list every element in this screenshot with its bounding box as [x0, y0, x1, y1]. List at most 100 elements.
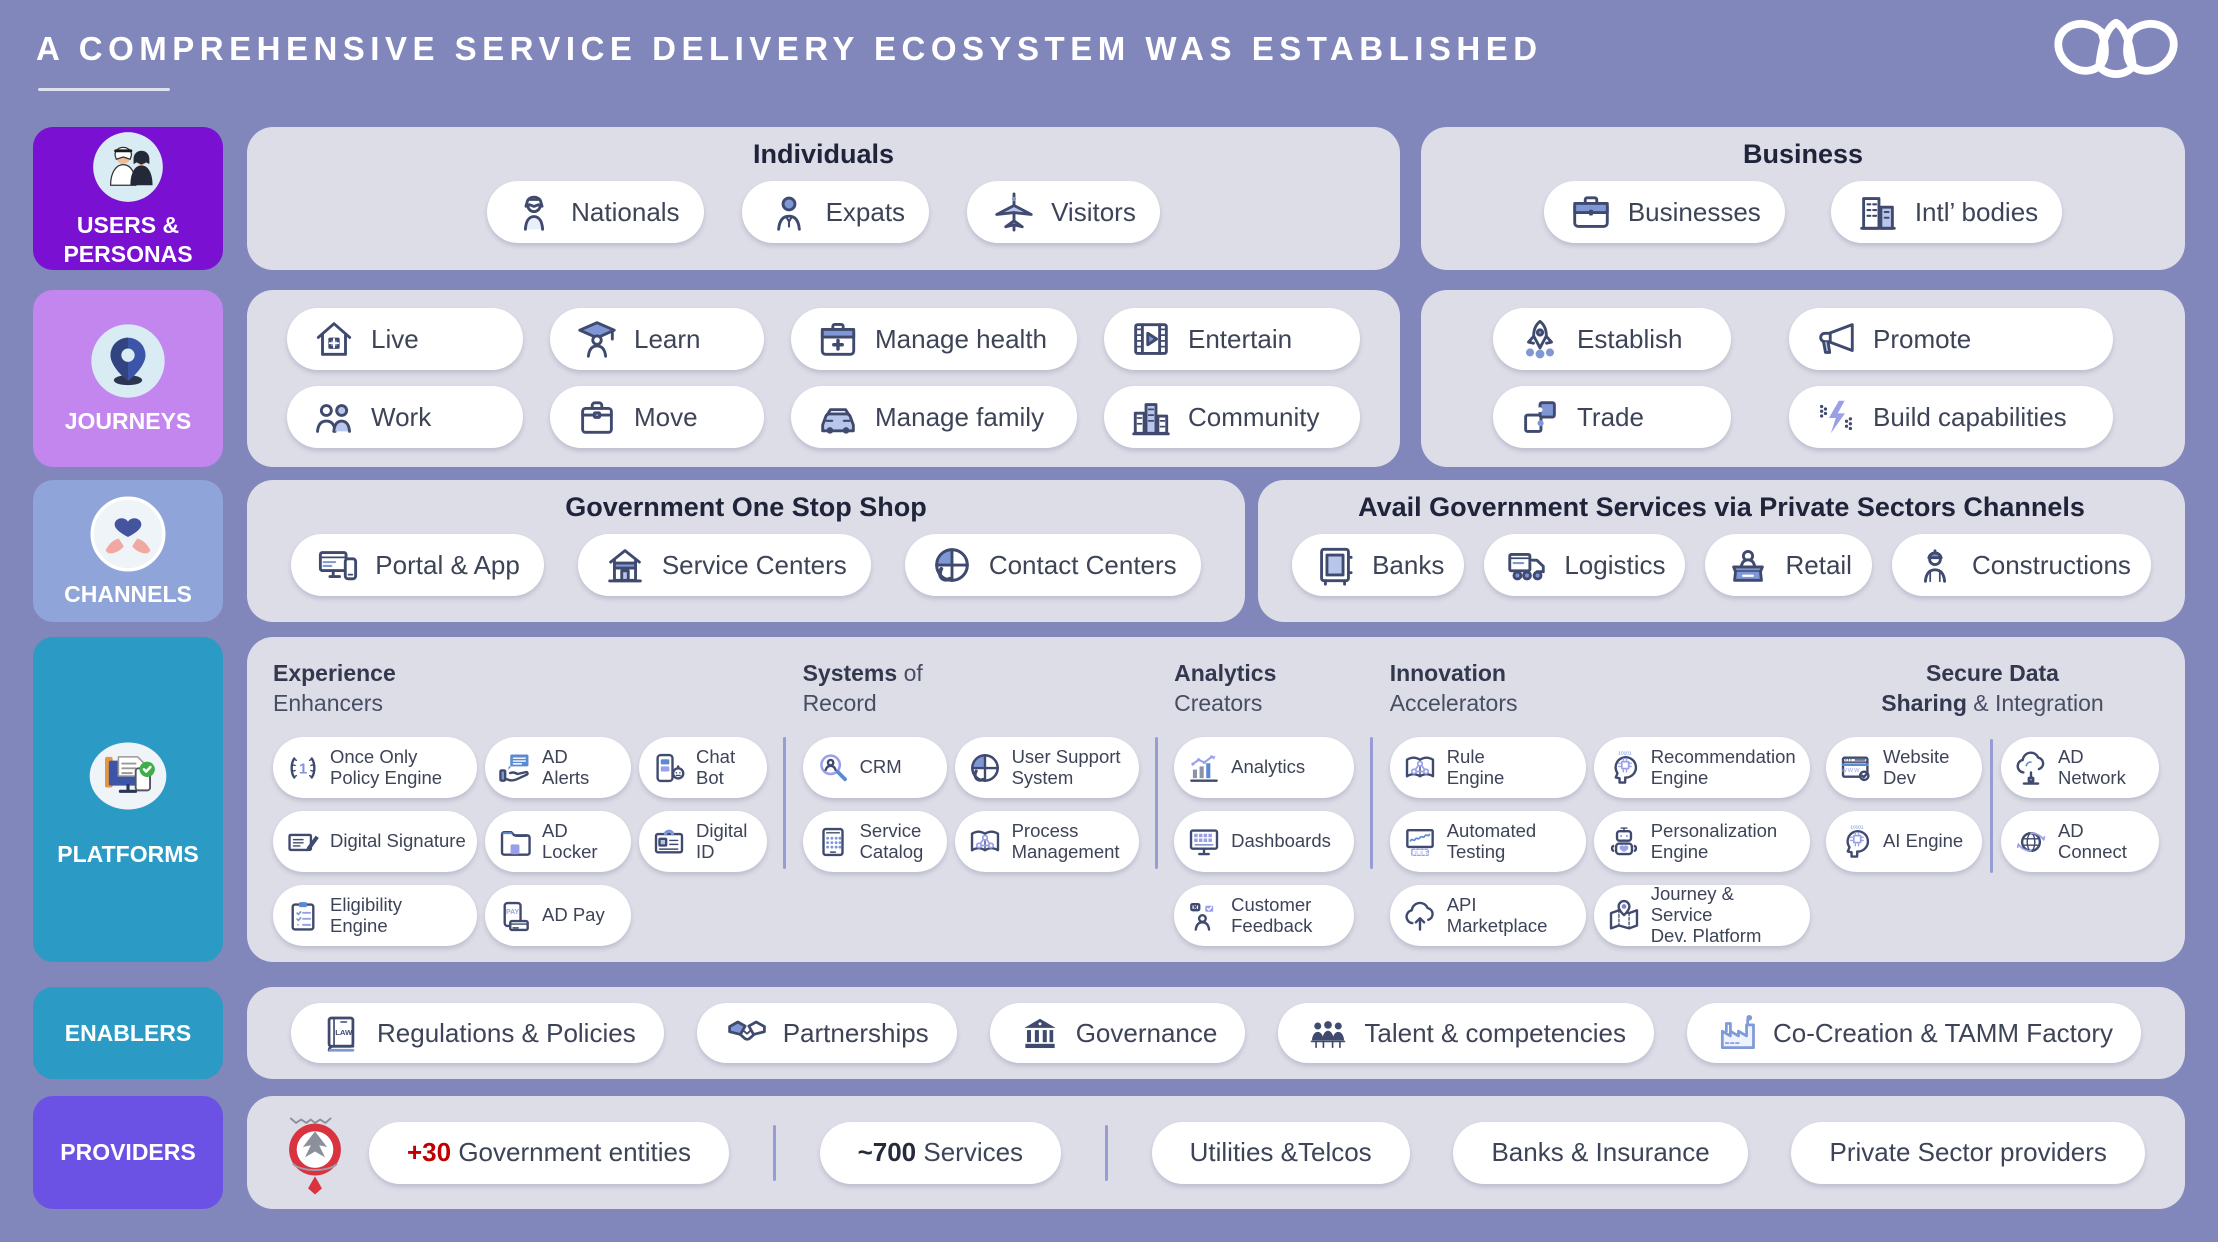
enablers-pills: LAW Regulations & Policies Partnerships Gov… [291, 1003, 2141, 1063]
retail-icon [1725, 542, 1771, 588]
promote-pill[interactable]: Promote [1789, 308, 2113, 370]
service-catalog-pill[interactable]: Service Catalog [802, 811, 947, 872]
portal-app-pill[interactable]: Portal & App [291, 534, 544, 596]
community-pill[interactable]: Community [1104, 386, 1360, 448]
learn-pill[interactable]: Learn [550, 308, 764, 370]
trade-pill[interactable]: Trade [1493, 386, 1731, 448]
nationals-pill[interactable]: Nationals [487, 181, 704, 243]
crm-pill[interactable]: CRM [802, 737, 947, 798]
pill-label: Chat Bot [696, 745, 736, 788]
governance-pill[interactable]: Governance [989, 1003, 1246, 1063]
pill-label: Manage health [875, 323, 1048, 354]
manage-family-pill[interactable]: Manage family [791, 386, 1077, 448]
user-support-system-pill[interactable]: User Support System [954, 737, 1139, 798]
section-header: Experience Enhancers [273, 660, 396, 716]
health-kit-icon [815, 316, 861, 362]
partnerships-pill[interactable]: Partnerships [696, 1003, 957, 1063]
title-underline [38, 88, 170, 91]
business-journeys-panel: Establish Promote Trade Build capabilities [1421, 290, 2185, 467]
customer-feedback-pill[interactable]: Customer Feedback [1174, 885, 1355, 946]
government-one-stop-shop-panel: Government One Stop Shop Portal & App Ser… [247, 480, 1245, 622]
digital-signature-pill[interactable]: Digital Signature [273, 811, 477, 872]
sidebar-tile-users-personas[interactable]: USERS & PERSONAS [33, 127, 223, 270]
talent-competencies-pill[interactable]: Talent & competencies [1278, 1003, 1654, 1063]
digital-id-icon [650, 823, 688, 861]
process-management-pill[interactable]: Process Management [954, 811, 1139, 872]
private-channel-pills: Banks Logistics Retail Constructions [1258, 534, 2185, 596]
pill-label: Build capabilities [1873, 401, 2067, 432]
pill-label: Visitors [1051, 196, 1136, 227]
banks-insurance-pill[interactable]: Banks & Insurance [1453, 1121, 1748, 1184]
sidebar-tile-journeys[interactable]: JOURNEYS [33, 290, 223, 467]
digital-id-pill[interactable]: Digital ID [639, 811, 767, 872]
visitors-pill[interactable]: Visitors [967, 181, 1160, 243]
sidebar-tile-platforms[interactable]: PLATFORMS [33, 637, 223, 962]
regulations-policies-pill[interactable]: LAW Regulations & Policies [291, 1003, 664, 1063]
automated-testing-pill[interactable]: TEST Automated Testing [1389, 811, 1586, 872]
ai-engine-pill[interactable]: 10101 AI Engine [1825, 811, 1982, 872]
establish-pill[interactable]: Establish [1493, 308, 1731, 370]
abu-dhabi-emblem-icon [277, 1103, 353, 1203]
eligibility-engine-pill[interactable]: Eligibility Engine [273, 885, 477, 946]
sidebar-tile-channels[interactable]: CHANNELS [33, 480, 223, 622]
logistics-icon [1504, 542, 1550, 588]
once-only-policy-engine-pill[interactable]: 1 Once Only Policy Engine [273, 737, 477, 798]
service-centers-pill[interactable]: Service Centers [577, 534, 871, 596]
sidebar-tile-label: ENABLERS [64, 1019, 192, 1046]
individual-journeys-panel: Live Learn Manage health Entertain Work Move M… [247, 290, 1400, 467]
constructions-pill[interactable]: Constructions [1891, 534, 2151, 596]
dashboards-pill[interactable]: Dashboards [1174, 811, 1355, 872]
journey-service-dev-platform-pill[interactable]: Journey & Service Dev. Platform [1593, 884, 1810, 946]
manage-health-pill[interactable]: Manage health [791, 308, 1077, 370]
private-sector-providers-pill[interactable]: Private Sector providers [1791, 1121, 2145, 1184]
website-dev-pill[interactable]: WWW Website Dev [1825, 737, 1982, 798]
website-dev-icon: WWW [1837, 749, 1875, 787]
businesses-pill[interactable]: Businesses [1543, 181, 1785, 243]
utilities-telcos-pill[interactable]: Utilities &Telcos [1151, 1121, 1410, 1184]
sidebar-tile-providers[interactable]: PROVIDERS [33, 1096, 223, 1209]
co-creation-tamm-factory-pill[interactable]: Co-Creation & TAMM Factory [1686, 1003, 2141, 1063]
contact-centers-pill[interactable]: Contact Centers [904, 534, 1201, 596]
ad-pay-pill[interactable]: PAY AD Pay [485, 885, 631, 946]
svg-text:TEST: TEST [1410, 850, 1429, 856]
ad-pay-icon: PAY [496, 897, 534, 935]
platform-section-analytics-creators: Analytics Creators Analytics Dashboards Cu… [1174, 659, 1355, 946]
services-count-pill[interactable]: ~700 Services [819, 1121, 1062, 1184]
business-pills: Businesses Intl’ bodies [1421, 181, 2185, 243]
work-pill[interactable]: Work [287, 386, 523, 448]
expats-pill[interactable]: Expats [741, 181, 930, 243]
plane-icon [991, 189, 1037, 235]
pill-label: Retail [1785, 549, 1852, 580]
buildings-icon [1855, 189, 1901, 235]
chat-bot-pill[interactable]: Chat Bot [639, 737, 767, 798]
ad-alerts-icon [496, 749, 534, 787]
recommendation-engine-pill[interactable]: 10101 Recommendation Engine [1593, 737, 1810, 798]
api-marketplace-pill[interactable]: API Marketplace [1389, 885, 1586, 946]
ad-locker-pill[interactable]: AD Locker [485, 811, 631, 872]
sidebar-tile-label: USERS & PERSONAS [63, 212, 193, 267]
pill-label: AI Engine [1882, 830, 1964, 852]
ad-connect-pill[interactable]: AD Connect [2000, 811, 2159, 872]
government-entities-pill[interactable]: +30 Government entities [369, 1121, 729, 1184]
move-pill[interactable]: Move [550, 386, 764, 448]
svg-text:WWW: WWW [1841, 768, 1860, 774]
sidebar-tile-enablers[interactable]: ENABLERS [33, 987, 223, 1079]
intl-bodies-pill[interactable]: Intl’ bodies [1830, 181, 2063, 243]
personalization-engine-pill[interactable]: Personalization Engine [1593, 811, 1810, 872]
national-icon [511, 189, 557, 235]
rule-engine-pill[interactable]: Rule Engine [1389, 737, 1586, 798]
analytics-pill[interactable]: Analytics [1174, 737, 1355, 798]
ad-alerts-pill[interactable]: AD Alerts [485, 737, 631, 798]
divider [1104, 1124, 1108, 1181]
build-capabilities-pill[interactable]: Build capabilities [1789, 386, 2113, 448]
pill-label: Recommendation Engine [1650, 745, 1796, 788]
live-pill[interactable]: Live [287, 308, 523, 370]
logistics-pill[interactable]: Logistics [1484, 534, 1686, 596]
private-channel-title: Avail Government Services via Private Se… [1358, 492, 2085, 522]
journeys-pin-icon [88, 321, 168, 401]
ad-network-pill[interactable]: AD Network [2000, 737, 2159, 798]
entertain-pill[interactable]: Entertain [1104, 308, 1360, 370]
banks-pill[interactable]: Banks [1292, 534, 1465, 596]
platform-section-innovation-accelerators: Innovation Accelerators Rule Engine TEST A… [1389, 659, 1810, 946]
retail-pill[interactable]: Retail [1705, 534, 1872, 596]
